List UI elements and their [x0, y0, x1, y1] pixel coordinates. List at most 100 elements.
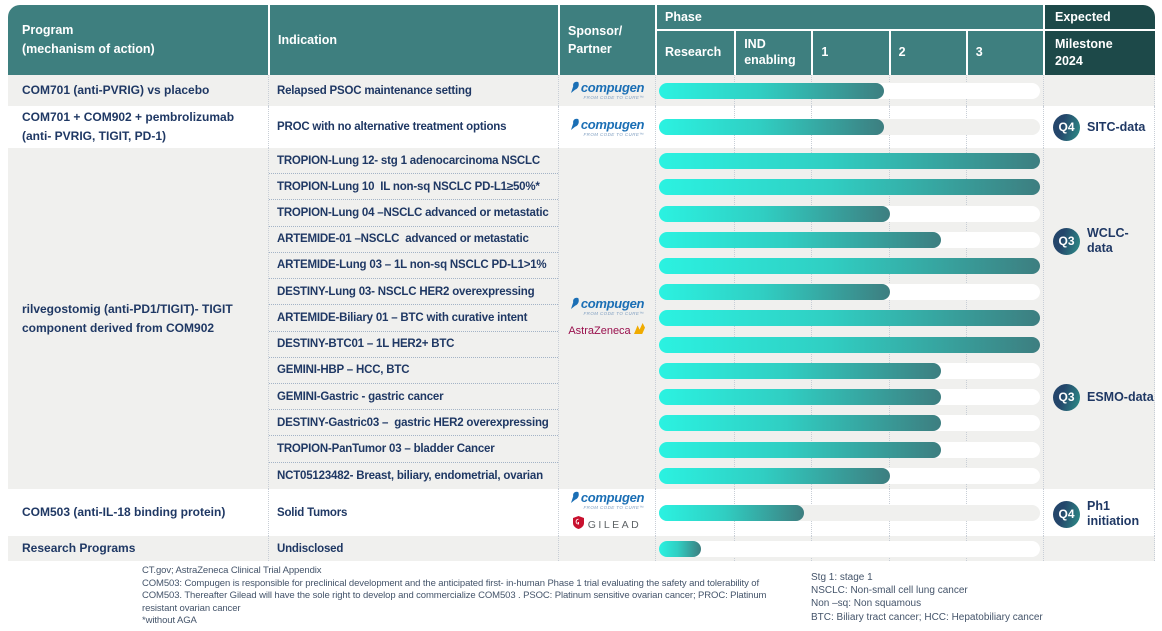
footnote-line: COM503. Thereafter Gilead will have the …: [142, 590, 767, 602]
milestone-badge: Q3 WCLC- data: [1053, 226, 1154, 256]
sponsor-cell: compugen FROM CODE TO CURE™: [558, 106, 655, 148]
phase-track: [659, 257, 1040, 274]
indication-column: Relapsed PSOC maintenance setting: [268, 75, 558, 106]
compugen-swoosh-icon: [570, 491, 580, 510]
indication-row: ARTEMIDE-01 –NSCLC advanced or metastati…: [269, 227, 558, 253]
phase-bar: [659, 284, 890, 301]
table-header: Program (mechanism of action) Indication…: [8, 5, 1155, 75]
phase-track-row: [656, 489, 1043, 536]
phase-track: [659, 441, 1040, 458]
sponsor-cell: compugen FROM CODE TO CURE™: [558, 75, 655, 106]
table-row: rilvegostomig (anti-PD1/TIGIT)- TIGIT co…: [8, 148, 1155, 489]
phase-track: [659, 310, 1040, 327]
milestone-badge: Q4 SITC-data: [1053, 113, 1146, 141]
phase-column-header-1: Research: [665, 45, 722, 60]
phase-track-row: [656, 463, 1043, 489]
phase-track-row: [656, 200, 1043, 226]
indication-row: TROPION-Lung 12- stg 1 adenocarcinoma NS…: [269, 148, 558, 175]
compugen-logo: compugen FROM CODE TO CURE™: [570, 297, 644, 316]
phase-track-row: [656, 410, 1043, 436]
indication-row: TROPION-PanTumor 03 – bladder Cancer: [269, 436, 558, 463]
milestone-cell: Q4 Ph1 initiation: [1043, 489, 1155, 536]
indication-column: TROPION-Lung 12- stg 1 adenocarcinoma NS…: [268, 148, 558, 489]
compugen-tagline: FROM CODE TO CURE™: [583, 311, 645, 316]
phase-track: [659, 467, 1040, 484]
phase-track-row: [656, 106, 1043, 148]
astrazeneca-mortar-icon: [633, 322, 646, 340]
indication-row: ARTEMIDE-Biliary 01 – BTC with curative …: [269, 305, 558, 332]
phase-track: [659, 82, 1040, 99]
program-cell: COM701 (anti-PVRIG) vs placebo: [22, 83, 210, 98]
table-row: Research Programs Undisclosed: [8, 536, 1155, 561]
header-indication: Indication: [268, 5, 558, 75]
phase-bar: [659, 441, 941, 458]
phase-cell: [655, 106, 1043, 148]
phase-bar: [659, 153, 1040, 170]
header-expected-label: Expected: [1045, 5, 1155, 31]
phase-track-row: [656, 253, 1043, 279]
indication-row: TROPION-Lung 04 –NSCLC advanced or metas…: [269, 200, 558, 227]
milestone-label: SITC-data: [1087, 119, 1146, 134]
phase-track-row: [656, 536, 1043, 561]
phase-track: [659, 119, 1040, 135]
compugen-tagline: FROM CODE TO CURE™: [583, 131, 645, 137]
phase-track-row: [656, 279, 1043, 305]
phase-track-row: [656, 384, 1043, 410]
milestone-label: ESMO-data: [1087, 389, 1154, 404]
indication-row: GEMINI-HBP – HCC, BTC: [269, 358, 558, 384]
phase-bar: [659, 415, 941, 432]
footnotes-left: CT.gov; AstraZeneca Clinical Trial Appen…: [142, 565, 766, 628]
phase-bar: [659, 467, 890, 484]
footnote-line: Stg 1: stage 1: [811, 572, 873, 583]
phase-column-header-3: 1: [811, 31, 888, 75]
header-expected: Expected Milestone 2024: [1043, 5, 1155, 75]
program-cell: Research Programs: [22, 541, 136, 556]
header-phase-label: Phase: [657, 5, 1043, 31]
program-cell: COM701 + COM902 + pembrolizumab (anti- P…: [22, 110, 235, 143]
header-phase-group: Phase Research IND enabling 1 2 3: [655, 5, 1043, 75]
header-program: Program (mechanism of action): [8, 5, 268, 75]
compugen-logo-text: compugen: [580, 116, 645, 132]
indication-row: TROPION-Lung 10 IL non-sq NSCLC PD-L1≥50…: [269, 174, 558, 201]
compugen-logo-text: compugen: [580, 490, 645, 505]
phase-column-header-4: 2: [888, 31, 966, 75]
phase-track-row: [656, 174, 1043, 200]
indication-column: PROC with no alternative treatment optio…: [268, 106, 558, 148]
phase-bar: [659, 540, 701, 557]
indication-row: Solid Tumors: [277, 506, 348, 519]
table-body: COM701 (anti-PVRIG) vs placebo Relapsed P…: [8, 75, 1155, 561]
phase-track: [659, 179, 1040, 196]
sponsor-cell: compugen FROM CODE TO CURE™ GILEAD: [558, 489, 655, 536]
milestone-cell: [1043, 536, 1155, 561]
indication-row: NCT05123482- Breast, biliary, endometria…: [277, 469, 543, 482]
compugen-logo: compugen FROM CODE TO CURE™: [570, 491, 644, 510]
phase-column-header-5: 3: [965, 31, 1043, 75]
indication-row: DESTINY-Lung 03- NSCLC HER2 overexpressi…: [269, 279, 558, 306]
footnotes-right: Stg 1: stage 1 NSCLC: Non-small cell lung…: [811, 571, 1043, 624]
indication-column: Undisclosed: [268, 536, 558, 561]
quarter-badge: Q4: [1053, 500, 1080, 528]
compugen-swoosh-icon: [570, 118, 580, 137]
phase-bar: [659, 336, 1040, 353]
astrazeneca-logo-text: AstraZeneca: [568, 325, 631, 337]
quarter-badge: Q3: [1053, 383, 1080, 411]
gilead-shield-icon: [572, 516, 584, 534]
phase-bar: [659, 179, 1040, 196]
compugen-logo: compugen FROM CODE TO CURE™: [570, 81, 644, 100]
quarter-badge: Q3: [1053, 227, 1080, 255]
indication-row: Undisclosed: [277, 542, 344, 555]
indication-row: ARTEMIDE-Lung 03 – 1L non-sq NSCLC PD-L1…: [269, 253, 558, 280]
phase-bar: [659, 310, 1040, 327]
phase-column-header-2: IND enabling: [734, 31, 811, 75]
table-row: COM503 (anti-IL-18 binding protein) Solid…: [8, 489, 1155, 536]
sponsor-cell: [558, 536, 655, 561]
phase-track: [659, 205, 1040, 222]
phase-bar: [659, 504, 804, 521]
indication-row: DESTINY-BTC01 – 1L HER2+ BTC: [269, 332, 558, 358]
phase-track-row: [656, 436, 1043, 462]
compugen-logo: compugen FROM CODE TO CURE™: [570, 118, 644, 137]
phase-track: [659, 284, 1040, 301]
milestone-badge: Q3 ESMO-data: [1053, 383, 1154, 411]
quarter-badge: Q4: [1053, 113, 1080, 141]
